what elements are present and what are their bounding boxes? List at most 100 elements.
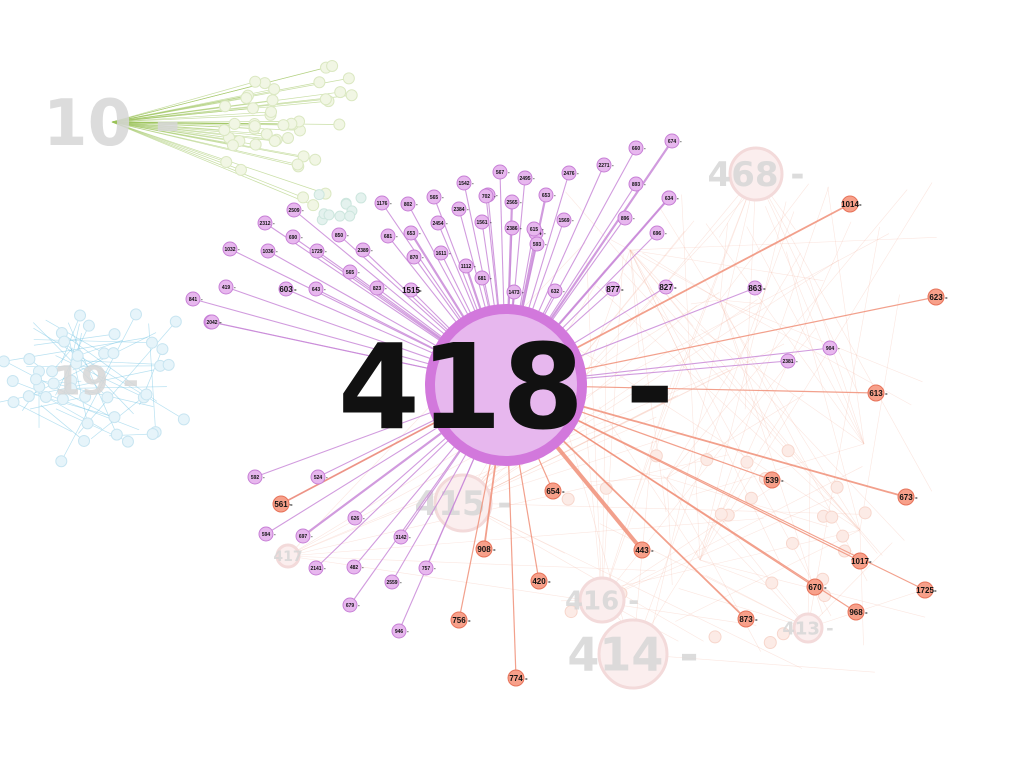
purple-neighbor-node[interactable]: 626- (347, 510, 365, 526)
purple-neighbor-node[interactable]: 660- (628, 140, 646, 156)
purple-node-circle[interactable] (504, 194, 520, 210)
purple-neighbor-node[interactable]: 615- (526, 221, 544, 237)
purple-neighbor-node[interactable]: 2312- (257, 215, 275, 231)
purple-node-circle[interactable] (474, 214, 490, 230)
orange-node-circle[interactable] (916, 581, 934, 599)
orange-node-circle[interactable] (847, 603, 865, 621)
orange-node-circle[interactable] (867, 384, 885, 402)
purple-neighbor-node[interactable]: 690- (285, 229, 303, 245)
purple-node-circle[interactable] (393, 529, 409, 545)
purple-node-circle[interactable] (185, 291, 201, 307)
purple-node-circle[interactable] (517, 170, 533, 186)
purple-node-circle[interactable] (403, 225, 419, 241)
purple-neighbor-node[interactable]: 2454- (430, 215, 448, 231)
purple-node-circle[interactable] (628, 140, 644, 156)
orange-neighbor-node[interactable]: 873- (737, 610, 758, 628)
purple-node-circle[interactable] (308, 560, 324, 576)
purple-node-circle[interactable] (355, 242, 371, 258)
purple-neighbor-node[interactable]: 2381- (780, 353, 798, 369)
purple-neighbor-node[interactable]: 2271- (596, 157, 614, 173)
orange-neighbor-node[interactable]: 443- (633, 541, 654, 559)
orange-neighbor-node[interactable]: 654- (544, 482, 565, 500)
purple-neighbor-node[interactable]: 603- (278, 281, 297, 297)
purple-node-circle[interactable] (506, 284, 522, 300)
orange-neighbor-node[interactable]: 613- (867, 384, 888, 402)
purple-node-circle[interactable] (347, 510, 363, 526)
orange-neighbor-node[interactable]: 1017- (851, 552, 872, 570)
purple-neighbor-node[interactable]: 632- (547, 283, 565, 299)
purple-neighbor-node[interactable]: 896- (617, 210, 635, 226)
purple-neighbor-node[interactable]: 2565- (504, 194, 522, 210)
purple-neighbor-node[interactable]: 1561- (474, 214, 492, 230)
orange-neighbor-node[interactable]: 623- (927, 288, 948, 306)
orange-node-circle[interactable] (450, 611, 468, 629)
purple-neighbor-node[interactable]: 1542- (456, 175, 474, 191)
purple-neighbor-node[interactable]: 2042- (204, 314, 222, 330)
focus-node[interactable]: 418 - (338, 304, 674, 466)
orange-node-circle[interactable] (475, 540, 493, 558)
orange-neighbor-node[interactable]: 774- (507, 669, 528, 687)
purple-node-circle[interactable] (426, 189, 442, 205)
purple-neighbor-node[interactable]: 565- (342, 264, 360, 280)
purple-node-circle[interactable] (247, 469, 263, 485)
purple-node-circle[interactable] (380, 228, 396, 244)
purple-neighbor-node[interactable]: 643- (308, 281, 326, 297)
purple-neighbor-node[interactable]: 679- (342, 597, 360, 613)
purple-neighbor-node[interactable]: 946- (391, 623, 409, 639)
purple-node-circle[interactable] (649, 225, 665, 241)
orange-neighbor-node[interactable]: 908- (475, 540, 496, 558)
orange-node-circle[interactable] (806, 578, 824, 596)
purple-neighbor-node[interactable]: 653- (403, 225, 421, 241)
purple-node-circle[interactable] (538, 187, 554, 203)
purple-node-circle[interactable] (456, 175, 472, 191)
purple-node-circle[interactable] (504, 220, 520, 236)
purple-neighbor-node[interactable]: 893- (628, 176, 646, 192)
purple-node-circle[interactable] (658, 279, 674, 295)
purple-node-circle[interactable] (222, 241, 238, 257)
purple-node-circle[interactable] (529, 236, 545, 252)
purple-node-circle[interactable] (374, 195, 390, 211)
purple-neighbor-node[interactable]: 2389- (355, 242, 373, 258)
purple-node-circle[interactable] (661, 190, 677, 206)
purple-node-circle[interactable] (547, 283, 563, 299)
purple-node-circle[interactable] (403, 282, 419, 298)
purple-node-circle[interactable] (433, 245, 449, 261)
purple-neighbor-node[interactable]: 2476- (561, 165, 579, 181)
purple-neighbor-node[interactable]: 841- (185, 291, 203, 307)
purple-neighbor-node[interactable]: 702- (478, 188, 496, 204)
orange-node-circle[interactable] (272, 495, 290, 513)
purple-node-circle[interactable] (295, 528, 311, 544)
orange-node-circle[interactable] (763, 471, 781, 489)
purple-node-circle[interactable] (285, 229, 301, 245)
purple-neighbor-node[interactable]: 802- (400, 196, 418, 212)
purple-node-circle[interactable] (561, 165, 577, 181)
purple-neighbor-node[interactable]: 1032- (222, 241, 240, 257)
purple-neighbor-node[interactable]: 567- (492, 164, 510, 180)
purple-node-circle[interactable] (605, 281, 621, 297)
purple-neighbor-node[interactable]: 653- (538, 187, 556, 203)
purple-neighbor-node[interactable]: 850- (331, 227, 349, 243)
purple-node-circle[interactable] (664, 133, 680, 149)
purple-node-circle[interactable] (258, 526, 274, 542)
orange-node-circle[interactable] (633, 541, 651, 559)
purple-neighbor-node[interactable]: 1729- (309, 243, 327, 259)
purple-node-circle[interactable] (342, 264, 358, 280)
purple-neighbor-node[interactable]: 877- (605, 281, 624, 297)
purple-neighbor-node[interactable]: 757- (418, 560, 436, 576)
purple-node-circle[interactable] (260, 243, 276, 259)
purple-neighbor-node[interactable]: 634- (661, 190, 679, 206)
purple-neighbor-node[interactable]: 3142- (393, 529, 411, 545)
purple-neighbor-node[interactable]: 681- (380, 228, 398, 244)
purple-node-circle[interactable] (342, 597, 358, 613)
purple-neighbor-node[interactable]: 1515- (402, 282, 422, 298)
purple-neighbor-node[interactable]: 696- (649, 225, 667, 241)
purple-neighbor-node[interactable]: 419- (218, 279, 236, 295)
orange-neighbor-node[interactable]: 539- (763, 471, 784, 489)
orange-neighbor-node[interactable]: 756- (450, 611, 471, 629)
purple-neighbor-node[interactable]: 1569- (556, 212, 574, 228)
purple-neighbor-node[interactable]: 592- (247, 469, 265, 485)
purple-node-circle[interactable] (526, 221, 542, 237)
focus-node-circle[interactable] (425, 304, 587, 466)
orange-node-circle[interactable] (851, 552, 869, 570)
purple-node-circle[interactable] (451, 201, 467, 217)
